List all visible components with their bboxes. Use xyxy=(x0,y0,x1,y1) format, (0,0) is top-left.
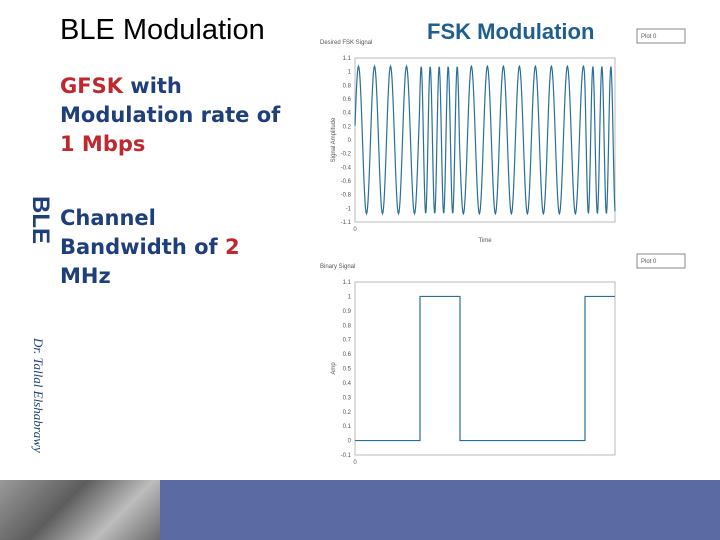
y-tick-label: 0.4 xyxy=(343,381,352,387)
bullet-part: 1 Mbps xyxy=(60,132,146,156)
y-tick-label: -0.8 xyxy=(341,193,352,199)
bullet: Channel Bandwidth of 2 MHz xyxy=(60,204,260,291)
bullet-part: GFSK xyxy=(60,74,123,98)
side-label: BLE xyxy=(27,196,54,244)
figure-heading: FSK Modulation xyxy=(427,19,595,44)
x-tick-label: 0 xyxy=(353,460,357,466)
author: Dr. Tallal Elshabrawy xyxy=(31,338,46,453)
x-axis-label: Time xyxy=(478,238,492,244)
plot-title: Desired FSK Signal xyxy=(320,40,372,46)
y-tick-label: 1 xyxy=(348,70,352,76)
y-tick-label: 1.1 xyxy=(343,56,352,62)
plot-area xyxy=(354,281,616,456)
y-tick-label: 0.1 xyxy=(343,424,352,430)
slide-title: BLE Modulation xyxy=(60,14,265,46)
y-tick-label: -1.1 xyxy=(341,220,352,226)
y-tick-label: 0.8 xyxy=(343,83,352,89)
y-tick-label: 0 xyxy=(348,138,352,144)
bullet-part: with Modulation rate of xyxy=(60,74,281,127)
y-tick-label: 0.2 xyxy=(343,410,352,416)
legend: Plot 0 xyxy=(641,259,657,265)
y-tick-label: -0.2 xyxy=(341,152,352,158)
y-tick-label: 1.1 xyxy=(343,280,352,286)
x-tick-label: 0 xyxy=(353,227,357,233)
y-tick-label: -1 xyxy=(346,206,352,212)
y-tick-label: 0 xyxy=(348,439,352,445)
y-tick-label: 0.9 xyxy=(343,309,352,315)
legend-box xyxy=(636,28,686,44)
figure: Desired FSK Signal Plot 0 1.1 1 0.8 0.6 0.4 0.2… xyxy=(320,28,686,466)
legend: Plot 0 xyxy=(641,34,657,40)
y-tick-label: 0.4 xyxy=(343,111,352,117)
y-tick-label: 0.3 xyxy=(343,395,352,401)
y-tick-label: 0.5 xyxy=(343,367,352,373)
bullet-part: 2 xyxy=(224,235,240,259)
footer-image xyxy=(0,480,160,540)
bullet-part: MHz xyxy=(60,264,111,288)
plot-title: Binary Signal xyxy=(320,264,355,270)
y-tick-label: 0.6 xyxy=(343,352,352,358)
bullet: GFSK with Modulation rate of 1 Mbps xyxy=(60,72,290,159)
fsk-wave xyxy=(354,64,616,216)
bullet-part: Channel Bandwidth of xyxy=(60,206,225,259)
y-axis-label: Signal Amplitude xyxy=(331,117,337,162)
y-tick-label: 0.6 xyxy=(343,97,352,103)
binary-wave xyxy=(355,295,615,442)
y-tick-label: 1 xyxy=(348,294,352,300)
y-axis-label: Amp xyxy=(331,362,337,375)
y-tick-label: 0.8 xyxy=(343,323,352,329)
y-tick-label: -0.6 xyxy=(341,179,352,185)
y-tick-label: 0.7 xyxy=(343,338,352,344)
y-tick-label: 0.2 xyxy=(343,124,352,130)
y-tick-label: -0.1 xyxy=(341,453,352,459)
y-tick-label: -0.4 xyxy=(341,165,352,171)
legend-box xyxy=(636,253,686,269)
